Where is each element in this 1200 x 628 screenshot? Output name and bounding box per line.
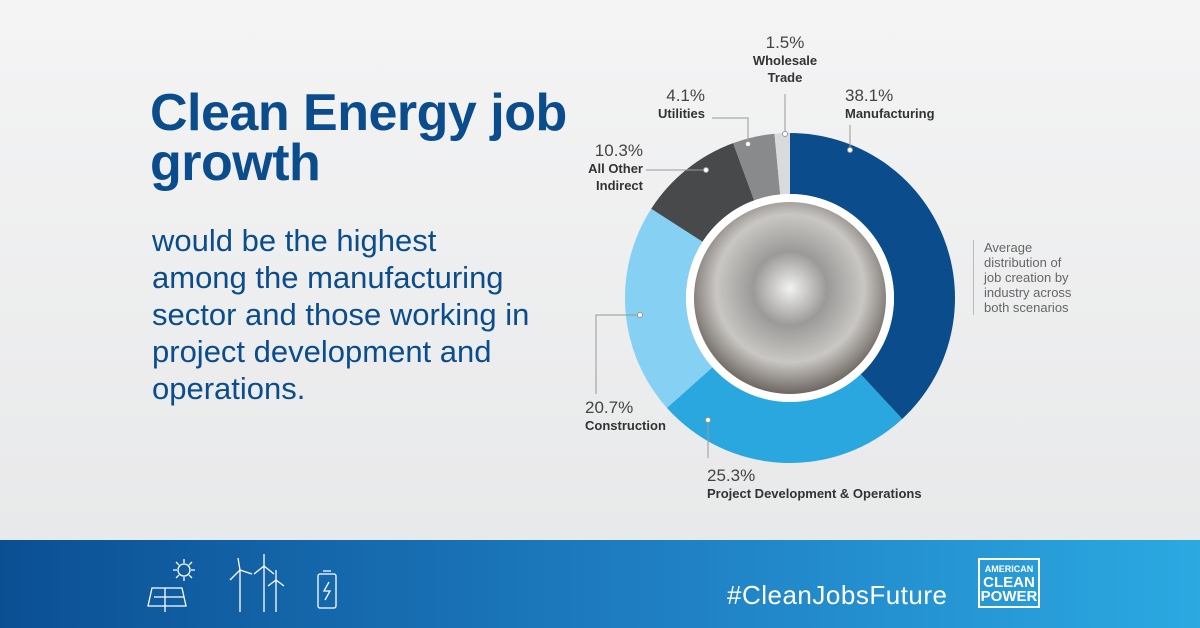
leader-line xyxy=(595,314,640,394)
donut-slice xyxy=(733,133,781,201)
category-label: Utilities xyxy=(658,106,705,121)
category-label: All Other Indirect xyxy=(588,161,643,193)
value-label: 10.3% xyxy=(594,141,643,160)
logo: AMERICAN CLEAN POWER xyxy=(978,558,1040,608)
donut-slice xyxy=(625,208,713,408)
slice-label: 38.1% Manufacturing xyxy=(845,86,995,122)
note: Average distribution of job creation by … xyxy=(973,240,1079,315)
value-label: 25.3% xyxy=(707,466,756,485)
value-label: 38.1% xyxy=(845,86,894,105)
category-label: Project Development & Operations xyxy=(707,486,922,501)
photo xyxy=(694,202,886,394)
donut-slice xyxy=(651,143,755,242)
subtitle: would be the highest among the manufactu… xyxy=(152,223,530,406)
slice-label: 25.3% Project Development & Operations xyxy=(707,466,967,502)
category-label: Manufacturing xyxy=(845,106,935,121)
hashtag: #CleanJobsFuture xyxy=(727,580,948,610)
leader-dot xyxy=(705,417,711,423)
value-label: 4.1% xyxy=(666,86,705,105)
leader-dot xyxy=(847,147,853,153)
value-label: 1.5% xyxy=(765,33,805,52)
donut-slice xyxy=(666,367,903,463)
leader-dot xyxy=(637,312,643,318)
leader-dot xyxy=(703,167,709,173)
logo-line: CLEAN xyxy=(983,574,1035,591)
title: Clean Energy job growth xyxy=(150,84,567,192)
leader-line xyxy=(712,117,749,144)
leader-dot xyxy=(745,141,751,147)
category-label: Wholesale Trade xyxy=(752,53,818,85)
value-label: 20.7% xyxy=(585,398,634,417)
slice-label: 10.3% All Other Indirect xyxy=(571,141,643,194)
leader-dot xyxy=(782,131,788,137)
footer: #CleanJobsFuture AMERICAN CLEAN POWER xyxy=(0,540,1200,628)
logo-line: AMERICAN xyxy=(984,564,1034,574)
category-label: Construction xyxy=(585,418,666,433)
slice-label: 1.5% Wholesale Trade xyxy=(745,33,825,86)
logo-line: POWER xyxy=(980,588,1038,605)
slice-label: 4.1% Utilities xyxy=(605,86,705,122)
donut-chart xyxy=(595,94,955,463)
donut-slice xyxy=(790,133,955,419)
icons xyxy=(147,554,337,612)
donut-slice xyxy=(774,133,790,195)
slice-label: 20.7% Construction xyxy=(585,398,735,434)
